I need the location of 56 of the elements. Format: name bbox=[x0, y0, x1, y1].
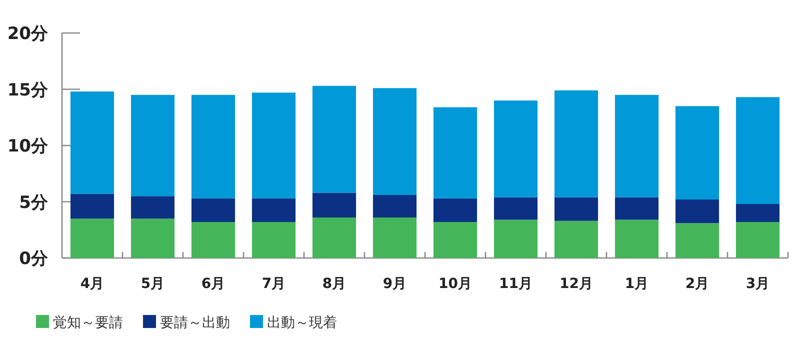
bar bbox=[191, 94, 236, 198]
x-tick-label: 12月 bbox=[560, 276, 593, 292]
bar bbox=[554, 197, 598, 221]
bar bbox=[433, 222, 478, 258]
bar bbox=[494, 100, 538, 198]
bar bbox=[312, 218, 356, 258]
bar bbox=[433, 107, 478, 198]
x-tick-label: 2月 bbox=[685, 276, 710, 292]
x-tick-label: 10月 bbox=[438, 276, 472, 292]
bar bbox=[494, 220, 538, 258]
bar bbox=[252, 198, 296, 222]
bar bbox=[433, 198, 478, 222]
y-tick-label: 0分 bbox=[19, 249, 49, 269]
x-tick-label: 6月 bbox=[201, 276, 226, 292]
bar bbox=[372, 218, 417, 258]
x-tick-label: 1月 bbox=[624, 276, 649, 292]
x-tick-label: 11月 bbox=[499, 276, 532, 292]
bar bbox=[70, 92, 114, 194]
y-tick-label: 20分 bbox=[7, 24, 49, 44]
bar bbox=[614, 197, 659, 220]
bar bbox=[614, 220, 659, 258]
legend-label: 出動～現着 bbox=[267, 315, 337, 331]
bar bbox=[736, 222, 780, 258]
bar bbox=[614, 94, 659, 198]
y-tick-label: 15分 bbox=[7, 80, 49, 100]
bar bbox=[736, 97, 780, 204]
legend-label: 要請～出動 bbox=[160, 315, 230, 331]
y-tick-label: 5分 bbox=[19, 192, 49, 213]
x-tick-label: 8月 bbox=[322, 276, 346, 292]
bar bbox=[130, 218, 175, 258]
bar bbox=[312, 86, 356, 193]
bar bbox=[554, 220, 598, 258]
x-tick-label: 3月 bbox=[746, 276, 770, 292]
bar bbox=[675, 200, 720, 224]
y-tick-label: 10分 bbox=[7, 136, 49, 156]
x-tick-label: 9月 bbox=[382, 276, 407, 292]
bar bbox=[372, 88, 417, 195]
bar bbox=[70, 218, 114, 258]
bar bbox=[736, 204, 780, 222]
bar bbox=[130, 94, 175, 196]
x-tick-label: 4月 bbox=[80, 276, 104, 292]
x-tick-label: 7月 bbox=[262, 276, 286, 292]
bar bbox=[70, 194, 114, 219]
bar bbox=[312, 192, 356, 218]
bar bbox=[554, 90, 598, 198]
bar bbox=[130, 196, 175, 219]
bar bbox=[252, 222, 296, 258]
bar bbox=[494, 197, 538, 220]
bar bbox=[675, 223, 720, 258]
bar bbox=[252, 92, 296, 198]
x-tick-label: 5月 bbox=[140, 276, 165, 292]
bar bbox=[191, 222, 236, 258]
bar bbox=[675, 106, 720, 200]
bar bbox=[372, 195, 417, 218]
legend-label: 覚知～要請 bbox=[53, 315, 123, 331]
bar bbox=[191, 198, 236, 222]
